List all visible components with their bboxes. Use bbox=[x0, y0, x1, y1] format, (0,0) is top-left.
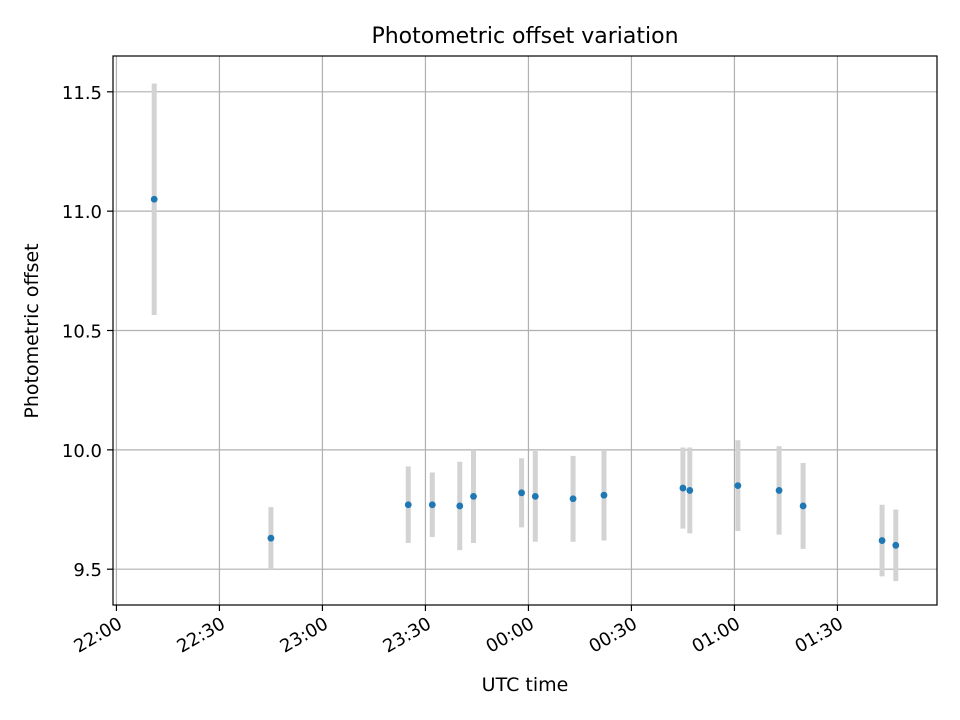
y-tick-label: 11.0 bbox=[62, 202, 102, 223]
data-point bbox=[775, 487, 783, 494]
data-point bbox=[518, 489, 525, 497]
data-point bbox=[531, 492, 539, 500]
data-point bbox=[600, 491, 608, 499]
data-point bbox=[686, 487, 694, 494]
y-tick-label: 11.5 bbox=[62, 83, 102, 104]
data-point bbox=[428, 501, 436, 509]
x-axis-label: UTC time bbox=[482, 674, 569, 696]
data-point bbox=[892, 541, 900, 549]
data-point bbox=[799, 502, 807, 510]
y-axis-label: Photometric offset bbox=[21, 243, 43, 418]
data-point bbox=[404, 501, 412, 509]
y-ticks: 9.5 10.0 10.5 11.0 11.5 bbox=[62, 83, 113, 581]
y-tick-label: 10.5 bbox=[62, 322, 102, 343]
data-point bbox=[734, 482, 742, 490]
data-point bbox=[569, 495, 577, 503]
y-tick-label: 9.5 bbox=[73, 560, 102, 581]
y-tick-label: 10.0 bbox=[62, 441, 102, 462]
data-point bbox=[267, 534, 275, 542]
chart-title: Photometric offset variation bbox=[371, 24, 678, 49]
data-points bbox=[150, 195, 900, 549]
data-point bbox=[150, 195, 158, 203]
data-point bbox=[679, 484, 687, 492]
data-point bbox=[456, 502, 464, 510]
data-point bbox=[878, 537, 886, 544]
grid bbox=[113, 56, 937, 605]
data-point bbox=[470, 492, 477, 500]
